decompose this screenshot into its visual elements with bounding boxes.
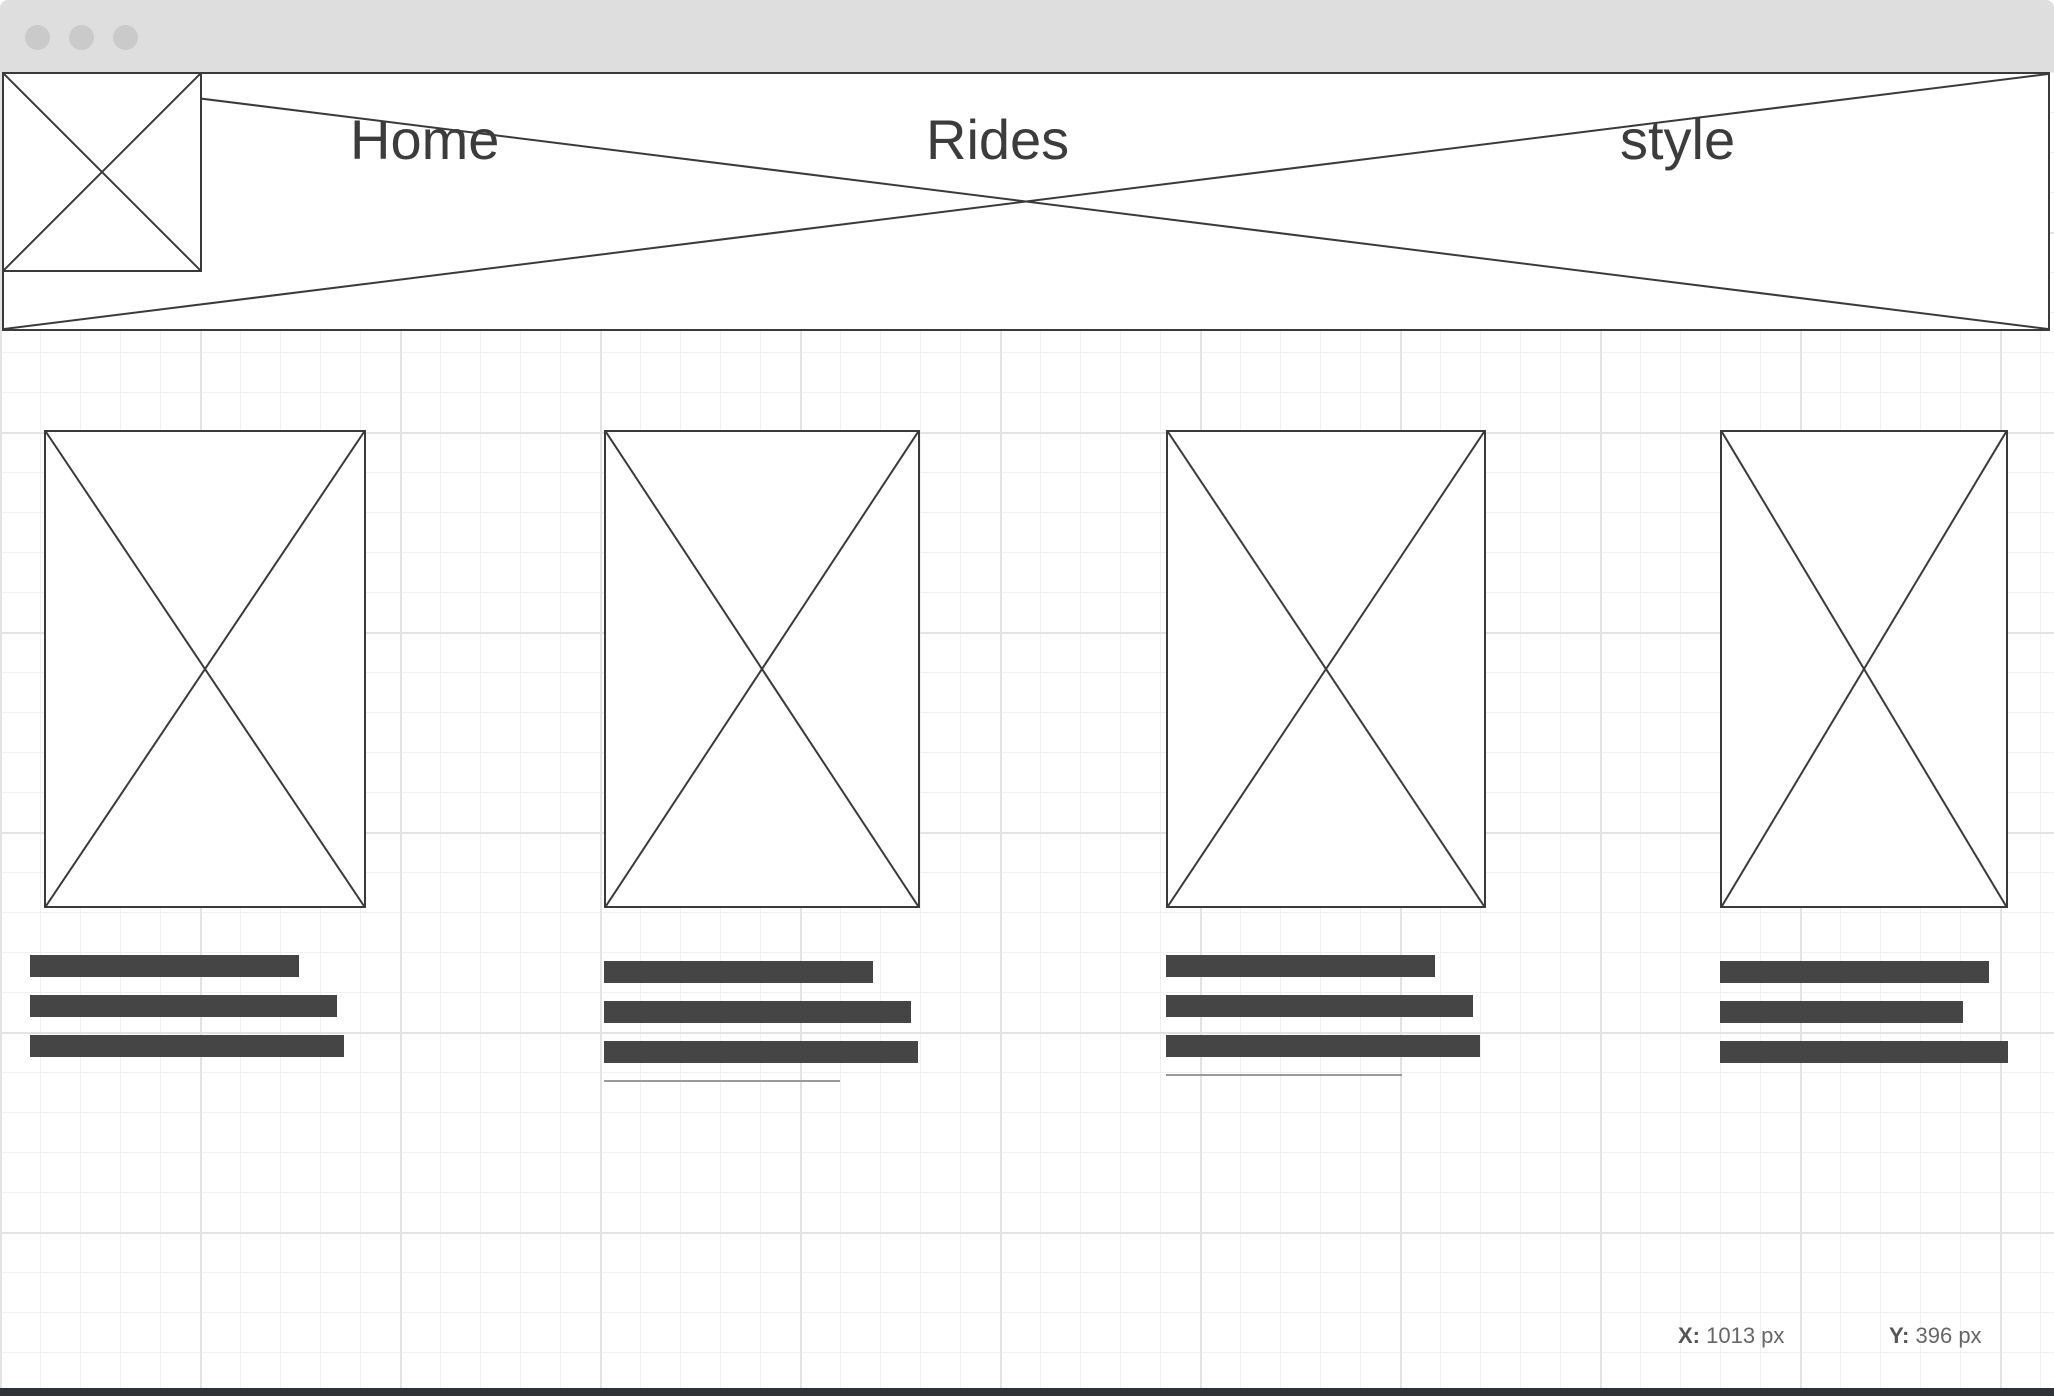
card-1-image-placeholder[interactable] bbox=[44, 430, 366, 908]
window-bottom-edge bbox=[0, 1388, 2054, 1396]
logo-image-placeholder[interactable] bbox=[2, 72, 202, 272]
image-placeholder-icon bbox=[1722, 432, 2006, 906]
card-4-text-line bbox=[1720, 961, 1989, 983]
card-1-text-line bbox=[30, 955, 299, 977]
window-minimize-button[interactable] bbox=[69, 25, 94, 50]
card-2-text-line bbox=[604, 1041, 918, 1063]
card-3-image-placeholder[interactable] bbox=[1166, 430, 1486, 908]
y-coordinate-label: Y: bbox=[1889, 1323, 1910, 1348]
image-placeholder-icon bbox=[606, 432, 918, 906]
window-zoom-button[interactable] bbox=[113, 25, 138, 50]
card-4-text-line bbox=[1720, 1041, 2008, 1063]
x-coordinate-label: X: bbox=[1678, 1323, 1700, 1348]
window-titlebar bbox=[0, 0, 2054, 72]
card-1-text-line bbox=[30, 1035, 344, 1057]
nav-link-style[interactable]: style bbox=[1620, 108, 1736, 171]
nav-link-rides[interactable]: Rides bbox=[926, 108, 1070, 171]
image-placeholder-icon bbox=[1168, 432, 1484, 906]
x-coordinate-readout: X: 1013 px bbox=[1678, 1323, 1784, 1349]
card-4-text-line bbox=[1720, 1001, 1963, 1023]
y-coordinate-readout: Y: 396 px bbox=[1889, 1323, 1982, 1349]
window-close-button[interactable] bbox=[25, 25, 50, 50]
card-3-text-line bbox=[1166, 955, 1435, 977]
card-2-text-line bbox=[604, 961, 873, 983]
image-placeholder-icon bbox=[4, 74, 200, 270]
card-3-text-line bbox=[1166, 995, 1473, 1017]
image-placeholder-icon bbox=[46, 432, 364, 906]
card-2-text-line bbox=[604, 1001, 911, 1023]
y-coordinate-value: 396 px bbox=[1915, 1323, 1982, 1348]
card-3-text-line bbox=[1166, 1035, 1480, 1057]
card-1-text-line bbox=[30, 995, 337, 1017]
card-2-divider bbox=[604, 1080, 840, 1082]
card-3-divider bbox=[1166, 1074, 1402, 1076]
image-placeholder-icon bbox=[4, 74, 2048, 329]
card-4-image-placeholder[interactable] bbox=[1720, 430, 2008, 908]
nav-link-home[interactable]: Home bbox=[350, 108, 500, 171]
card-2-image-placeholder[interactable] bbox=[604, 430, 920, 908]
header-banner-image-placeholder bbox=[2, 72, 2050, 331]
x-coordinate-value: 1013 px bbox=[1706, 1323, 1785, 1348]
